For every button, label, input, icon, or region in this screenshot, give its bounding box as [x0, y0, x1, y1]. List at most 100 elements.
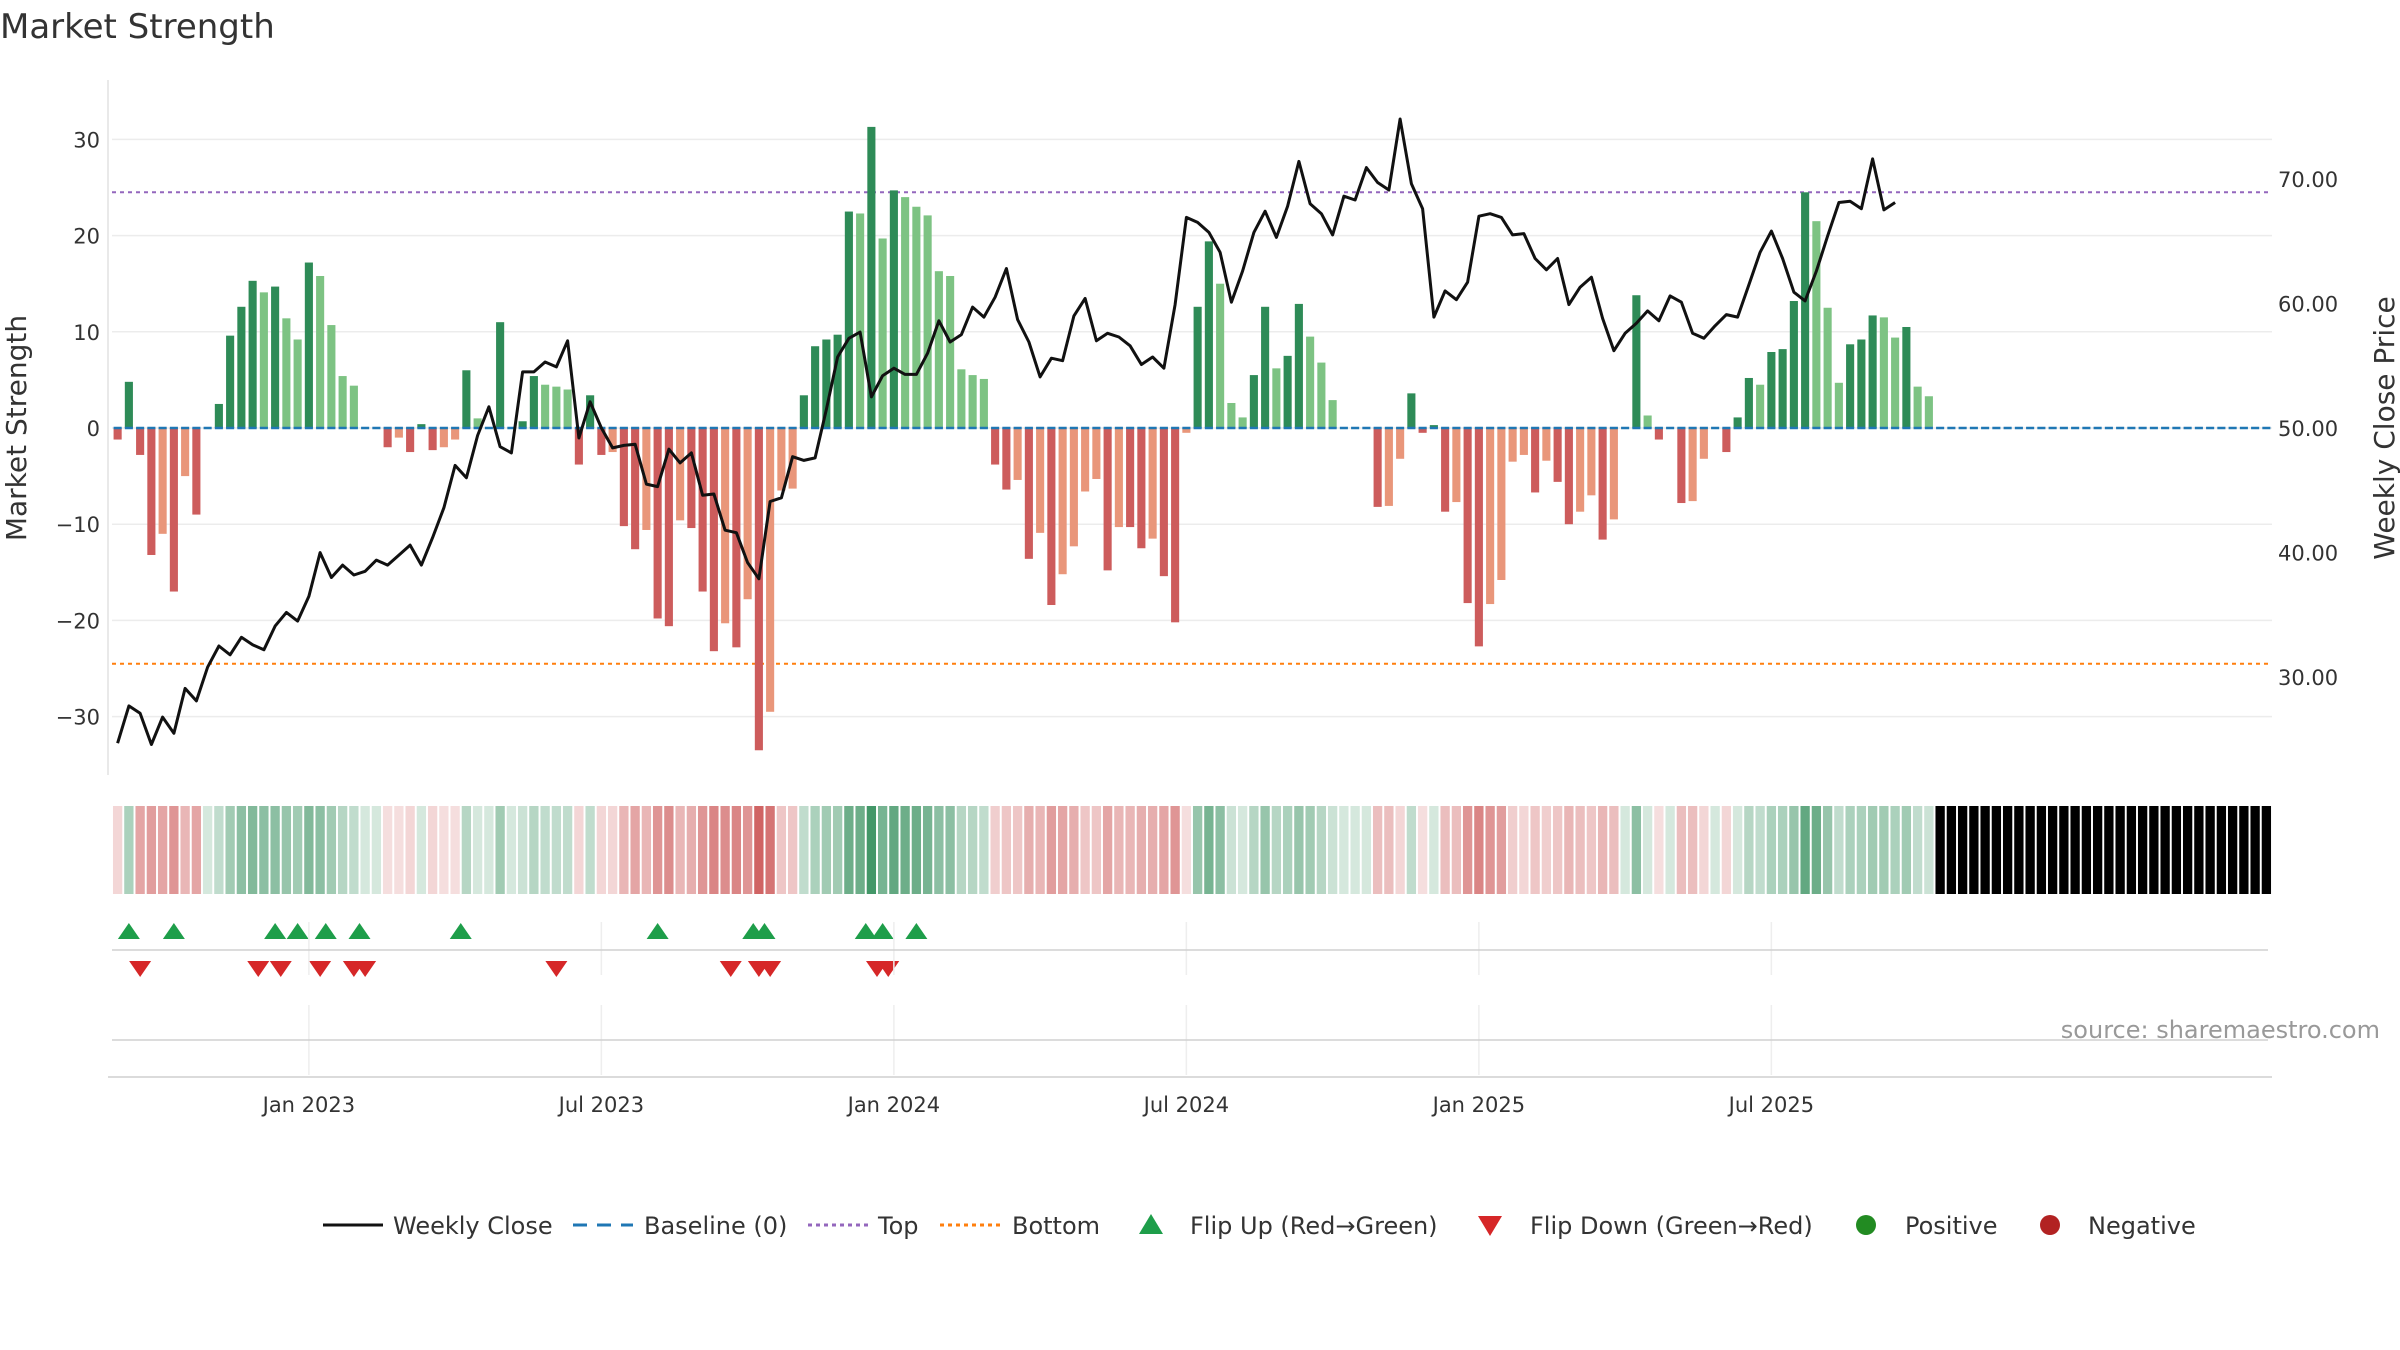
- heat-cell: [1845, 806, 1855, 894]
- strength-bar: [1868, 315, 1877, 428]
- heat-cell: [1822, 806, 1833, 894]
- heat-cell: [360, 806, 370, 894]
- heat-cell: [1552, 806, 1563, 894]
- strength-bar: [968, 375, 977, 428]
- strength-bar: [451, 428, 460, 440]
- strength-bar: [1396, 428, 1405, 459]
- left-tick-label: 10: [73, 321, 100, 345]
- strength-bar: [1677, 428, 1686, 504]
- heat-cell: [202, 806, 213, 894]
- heat-cell: [2239, 806, 2249, 894]
- heat-cell: [461, 806, 472, 894]
- strength-bar: [1924, 396, 1933, 428]
- strength-bar: [946, 276, 955, 428]
- left-tick-label: −10: [56, 513, 100, 537]
- strength-bar: [282, 318, 291, 428]
- strength-bar: [1182, 428, 1191, 433]
- reference-lines: [112, 191, 2272, 665]
- heat-cell: [371, 806, 382, 894]
- heat-cell: [2059, 806, 2069, 894]
- heat-cell: [1102, 806, 1113, 894]
- legend-item-bottom: Bottom: [940, 1212, 1100, 1240]
- strength-bar: [586, 395, 595, 428]
- heat-cell: [934, 806, 944, 894]
- heat-cell: [1012, 806, 1023, 894]
- strength-bar: [552, 386, 561, 428]
- strength-bar: [1486, 428, 1495, 605]
- flip-markers: [117, 923, 928, 977]
- strength-bar: [1722, 428, 1731, 453]
- heat-cell: [1091, 806, 1102, 894]
- strength-bar: [833, 334, 842, 428]
- flip-up-marker: [449, 923, 472, 939]
- heat-cell: [2025, 806, 2035, 894]
- heat-cell: [450, 806, 460, 894]
- heat-cell: [135, 806, 145, 894]
- legend-item-top: Top: [808, 1212, 919, 1240]
- heat-cell: [2205, 806, 2215, 894]
- flip-down-marker: [719, 961, 742, 977]
- heat-cell: [1609, 806, 1619, 894]
- strength-bar: [1249, 375, 1258, 428]
- strength-bar: [867, 126, 876, 429]
- strength-bar: [1294, 303, 1303, 428]
- heat-cell: [787, 806, 798, 894]
- strength-bar: [293, 339, 302, 428]
- heat-cell: [551, 806, 562, 894]
- heat-cell: [2261, 806, 2272, 894]
- legend-label: Negative: [2088, 1212, 2196, 1240]
- heat-cell: [1935, 806, 1945, 894]
- heat-cell: [1541, 806, 1552, 894]
- strength-bar: [1047, 428, 1056, 606]
- heat-cell: [2115, 806, 2125, 894]
- strength-bar: [743, 428, 752, 600]
- heat-cell: [2182, 806, 2193, 894]
- heat-cell: [169, 806, 179, 894]
- heat-cell: [1474, 806, 1484, 894]
- legend-label: Baseline (0): [644, 1212, 787, 1240]
- heat-cell: [326, 806, 337, 894]
- heat-cell: [2126, 806, 2137, 894]
- strength-bar: [1126, 428, 1135, 528]
- heat-cell: [990, 806, 1000, 894]
- left-tick-label: −20: [56, 609, 100, 633]
- strength-bar: [147, 428, 156, 555]
- heat-cell: [1429, 806, 1439, 894]
- heat-cell: [2250, 806, 2260, 894]
- heat-cell: [1372, 806, 1383, 894]
- strength-bar: [1632, 295, 1641, 428]
- strength-bar: [1148, 428, 1157, 539]
- strength-bar: [462, 370, 471, 428]
- strength-bar: [259, 292, 268, 428]
- strength-bar: [1137, 428, 1146, 549]
- positive-dot-icon: [1856, 1215, 1876, 1235]
- heat-cell: [259, 806, 269, 894]
- strength-bar: [1834, 382, 1843, 428]
- strength-bar: [1654, 428, 1663, 440]
- flip-up-marker: [854, 923, 877, 939]
- heat-cell: [472, 806, 483, 894]
- strength-bar: [338, 376, 347, 428]
- heat-cell: [1226, 806, 1237, 894]
- flip-up-marker: [162, 923, 185, 939]
- x-tick-label: Jan 2024: [846, 1093, 941, 1117]
- strength-bar: [923, 215, 932, 428]
- left-tick-label: 0: [87, 417, 100, 441]
- strength-bar: [1812, 221, 1821, 428]
- heat-cell: [1676, 806, 1687, 894]
- heat-cell: [967, 806, 978, 894]
- heat-cell: [2092, 806, 2103, 894]
- strength-bar: [822, 339, 831, 428]
- strength-bar: [878, 238, 887, 428]
- heat-cell: [1170, 806, 1180, 894]
- strength-bar: [1103, 428, 1112, 571]
- heat-cell: [1125, 806, 1135, 894]
- strength-bar: [766, 428, 775, 712]
- strength-bar: [1542, 428, 1551, 461]
- triangle-down-icon: [1478, 1216, 1502, 1236]
- heat-cell: [405, 806, 415, 894]
- heat-cell: [1710, 806, 1720, 894]
- flip-up-marker: [753, 923, 776, 939]
- heat-cell: [731, 806, 742, 894]
- strength-bar: [1069, 428, 1078, 547]
